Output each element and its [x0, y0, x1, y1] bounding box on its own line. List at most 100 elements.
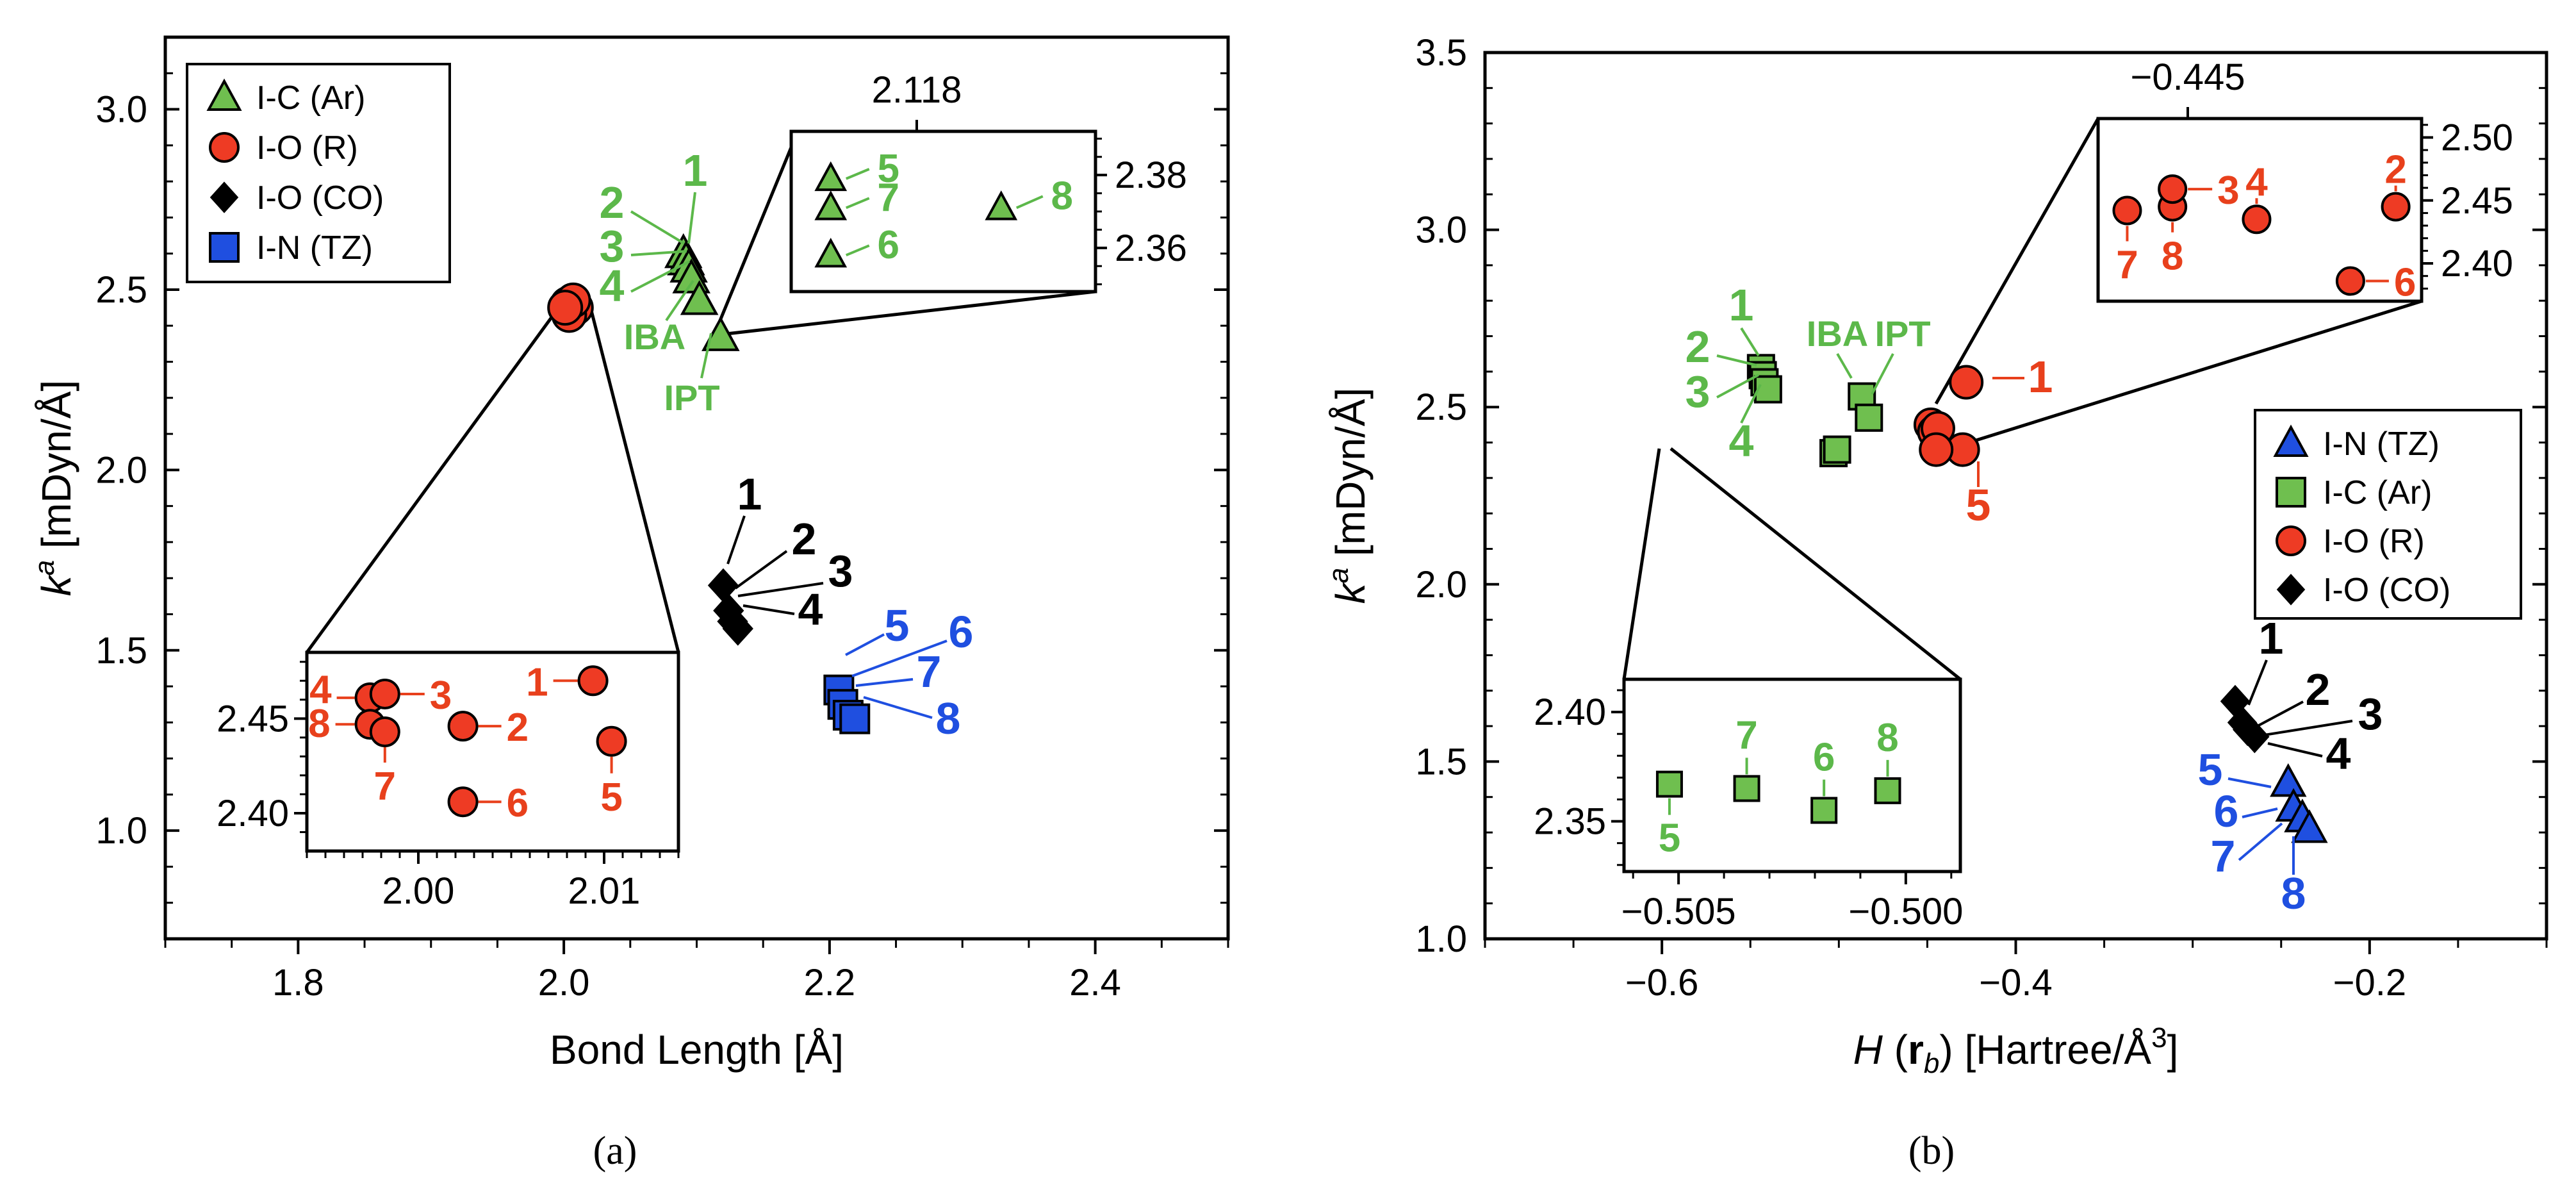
x-tick-label-a: 1.8 — [272, 962, 324, 1004]
y-axis-label-unit: [mDyn/Å] — [33, 380, 79, 560]
chart-a: 1.0 1.5 2.0 2.5 3.0 1.8 2.0 2.2 2.4 Bond Length [… — [29, 35, 1230, 1073]
leader-a — [851, 640, 948, 677]
point-label-b: 5 — [1966, 480, 1991, 530]
leader-a — [734, 550, 788, 590]
inset-label-b: 6 — [1813, 736, 1835, 780]
y-tick-label-b: 1.5 — [1415, 741, 1467, 782]
y-axis-label-k: k — [33, 574, 79, 596]
x-tick-label-b: −0.6 — [1625, 962, 1699, 1004]
legend-label-a: I-O (CO) — [256, 179, 384, 217]
inset-label-a: 3 — [430, 674, 452, 718]
inset-label-b: 7 — [1735, 713, 1757, 757]
legend-label-b: I-N (TZ) — [2323, 426, 2440, 463]
point-label-a: 3 — [600, 221, 625, 271]
y-tick-label-b: 2.5 — [1415, 386, 1467, 428]
inset-point-a — [596, 725, 627, 757]
y-axis-label-sup: a — [1323, 568, 1354, 583]
point-label-b: IBA — [1807, 313, 1868, 354]
inset-y-tick-label-b: 2.40 — [1534, 691, 1606, 733]
y-tick-label-b: 3.0 — [1415, 210, 1467, 251]
legend-label-b: I-C (Ar) — [2323, 474, 2432, 511]
leader-a — [855, 678, 914, 687]
data-point-b — [1753, 375, 1782, 404]
inset-point-b — [2158, 174, 2188, 204]
leader-b — [1716, 374, 1759, 399]
inset-label-b: 8 — [2162, 235, 2183, 279]
leader-b — [2227, 777, 2272, 788]
y-tick-label-b: 2.0 — [1415, 564, 1467, 606]
legend-marker-a — [209, 181, 239, 213]
data-point-a — [839, 703, 871, 734]
x-tick-label-b: −0.2 — [2333, 962, 2407, 1004]
point-label-b: 4 — [2326, 729, 2351, 779]
y-tick-label-b: 1.0 — [1415, 918, 1467, 960]
legend-label-a: I-N (TZ) — [256, 229, 373, 267]
x-tick-label-a: 2.4 — [1069, 962, 1121, 1004]
point-label-a: 6 — [949, 607, 974, 657]
inset-point-b — [2242, 204, 2272, 235]
x-tick-label-a: 2.0 — [538, 962, 590, 1004]
y-tick-label-a: 1.5 — [95, 630, 147, 672]
inset-label-b: 8 — [1876, 716, 1898, 760]
legend-marker-b — [2276, 574, 2306, 606]
leader-b — [1871, 353, 1894, 395]
data-point-b — [1855, 403, 1883, 432]
point-label-b: 2 — [2306, 665, 2331, 715]
inset-label-a: 6 — [878, 223, 899, 267]
inset-x-tick-label-b: −0.505 — [1621, 891, 1736, 932]
legend-marker-a — [209, 132, 240, 163]
point-label-a: IBA — [624, 317, 685, 357]
data-point-b — [1823, 435, 1851, 464]
leader-b — [2238, 822, 2283, 861]
leader-a — [742, 604, 795, 615]
leader-a — [687, 192, 696, 244]
y-axis-label-unit: [mDyn/Å] — [1327, 388, 1374, 568]
inset-y-tick-label-b: 2.45 — [2441, 180, 2513, 222]
legend-label-b: I-O (CO) — [2323, 572, 2450, 609]
y-tick-label-a: 2.0 — [95, 449, 147, 491]
leader-b — [1836, 352, 1853, 379]
caption-b: (b) — [1908, 1129, 1955, 1173]
x-axis-label-part: H — [1853, 1027, 1883, 1073]
inset-label-a: 7 — [374, 765, 396, 809]
point-label-a: 1 — [737, 469, 762, 519]
point-label-b: 1 — [2259, 613, 2284, 663]
point-label-b: 6 — [2214, 786, 2239, 836]
inset-point-a — [985, 190, 1018, 220]
inset-point-a — [447, 711, 479, 742]
point-label-a: 3 — [828, 546, 853, 596]
leader-b — [2260, 720, 2353, 737]
zoom-line-b2 — [1969, 299, 2422, 444]
inset-label-a: 8 — [1051, 174, 1073, 218]
leader-b — [2242, 807, 2278, 818]
leader-a — [845, 633, 885, 656]
point-label-a: 5 — [885, 600, 910, 650]
point-label-a: 8 — [936, 693, 961, 743]
leader-a — [630, 250, 687, 256]
point-label-b: 8 — [2281, 868, 2306, 918]
inset-y-tick-label-a: 2.38 — [1115, 154, 1187, 196]
y-axis-label-a: ka [mDyn/Å] — [29, 380, 79, 596]
x-axis-label-part: ( — [1883, 1027, 1908, 1073]
leader-b — [2254, 700, 2304, 729]
legend-marker-b — [2276, 477, 2306, 508]
leader-b — [2247, 659, 2268, 706]
inset-point-b — [1655, 770, 1683, 798]
zoom-line-b1 — [1934, 117, 2100, 405]
inset-y-tick-label-a: 2.36 — [1115, 227, 1187, 269]
data-point-a — [722, 611, 753, 646]
inset-y-tick-label-a: 2.40 — [217, 793, 289, 834]
leader-a — [726, 515, 746, 565]
data-point-a — [547, 290, 584, 326]
zoom-line-b4 — [1669, 447, 1962, 681]
inset-leader-a — [845, 244, 870, 257]
leader-a — [863, 696, 933, 719]
inset-x-tick-label-a: 2.01 — [568, 870, 641, 912]
point-label-b: 3 — [1686, 367, 1710, 417]
inset-top-label-b: −0.445 — [2130, 56, 2245, 98]
inset-y-tick-label-b: 2.40 — [2441, 243, 2513, 285]
point-label-b: 7 — [2211, 831, 2236, 881]
inset-leader-a — [845, 168, 870, 180]
inset-label-a: 8 — [308, 702, 330, 746]
